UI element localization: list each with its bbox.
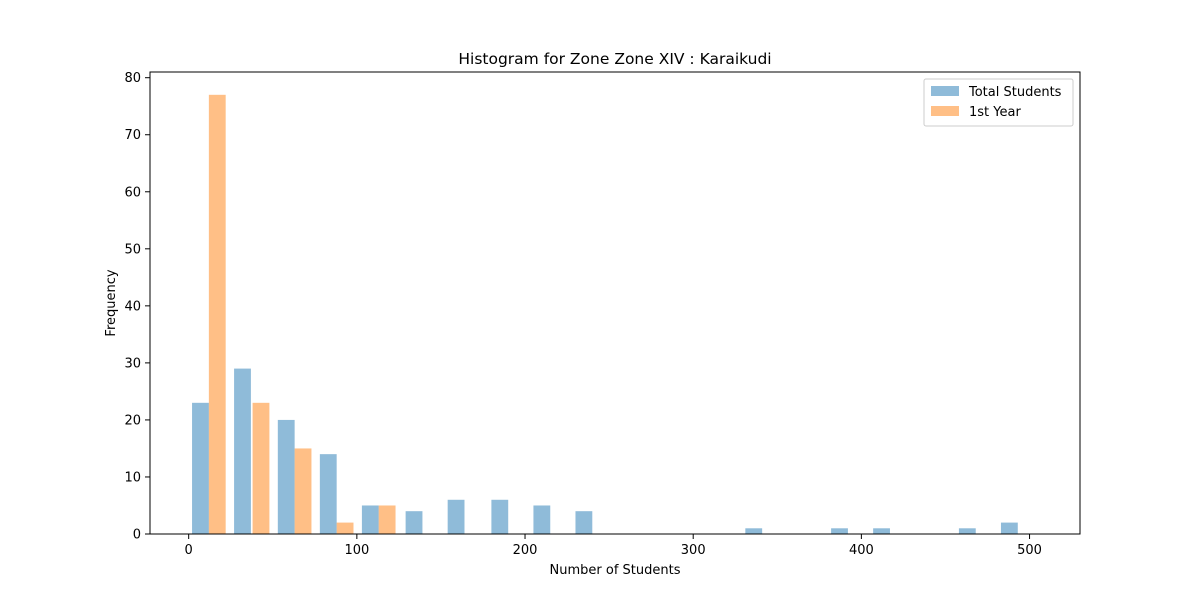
y-tick-label: 70 bbox=[124, 128, 141, 143]
legend-label-1st-year: 1st Year bbox=[969, 105, 1021, 120]
y-tick-label: 60 bbox=[124, 185, 141, 200]
y-tick-label: 40 bbox=[124, 299, 141, 314]
y-tick-label: 80 bbox=[124, 71, 141, 86]
bar-total-students bbox=[234, 368, 251, 534]
y-tick-label: 0 bbox=[133, 528, 141, 543]
x-axis-ticks: 0 100 200 300 400 500 bbox=[185, 534, 1042, 558]
bar-total-students bbox=[831, 528, 848, 534]
bar-total-students bbox=[873, 528, 890, 534]
bar-total-students bbox=[1000, 522, 1018, 534]
bar-1st-year bbox=[336, 522, 354, 534]
legend-swatch-total-students bbox=[931, 86, 959, 96]
x-axis-title: Number of Students bbox=[550, 563, 681, 578]
y-tick-label: 10 bbox=[124, 470, 141, 485]
bar-total-students bbox=[361, 505, 379, 534]
y-axis-ticks: 0 10 20 30 40 50 60 70 80 bbox=[124, 71, 150, 543]
bar-1st-year bbox=[294, 448, 312, 534]
legend-swatch-1st-year bbox=[931, 106, 959, 116]
bar-total-students bbox=[533, 505, 551, 534]
bar-total-students bbox=[319, 454, 337, 534]
x-tick-label: 200 bbox=[513, 543, 538, 558]
x-tick-label: 400 bbox=[849, 543, 874, 558]
x-tick-label: 0 bbox=[185, 543, 193, 558]
y-tick-label: 30 bbox=[124, 356, 141, 371]
bar-total-students bbox=[745, 528, 763, 534]
bar-total-students bbox=[277, 419, 295, 534]
legend-box bbox=[923, 78, 1074, 127]
bars-layer bbox=[192, 94, 1018, 534]
bar-total-students bbox=[192, 402, 209, 534]
bar-total-students bbox=[575, 511, 593, 534]
axes-frame bbox=[149, 71, 1081, 535]
bar-total-students bbox=[958, 528, 976, 534]
legend: Total Students 1st Year bbox=[923, 78, 1074, 127]
y-tick-label: 20 bbox=[124, 413, 141, 428]
bar-total-students bbox=[405, 511, 423, 534]
bar-1st-year bbox=[252, 402, 270, 534]
x-tick-label: 300 bbox=[681, 543, 706, 558]
y-axis-title: Frequency bbox=[104, 269, 119, 336]
legend-label-total-students: Total Students bbox=[968, 85, 1062, 100]
x-tick-label: 100 bbox=[344, 543, 369, 558]
x-tick-label: 500 bbox=[1017, 543, 1042, 558]
bar-total-students bbox=[447, 499, 465, 534]
chart-title: Histogram for Zone Zone XIV : Karaikudi bbox=[458, 50, 771, 68]
y-tick-label: 50 bbox=[124, 242, 141, 257]
bar-1st-year bbox=[378, 505, 396, 534]
bar-total-students bbox=[491, 499, 509, 534]
bar-1st-year bbox=[208, 94, 226, 534]
